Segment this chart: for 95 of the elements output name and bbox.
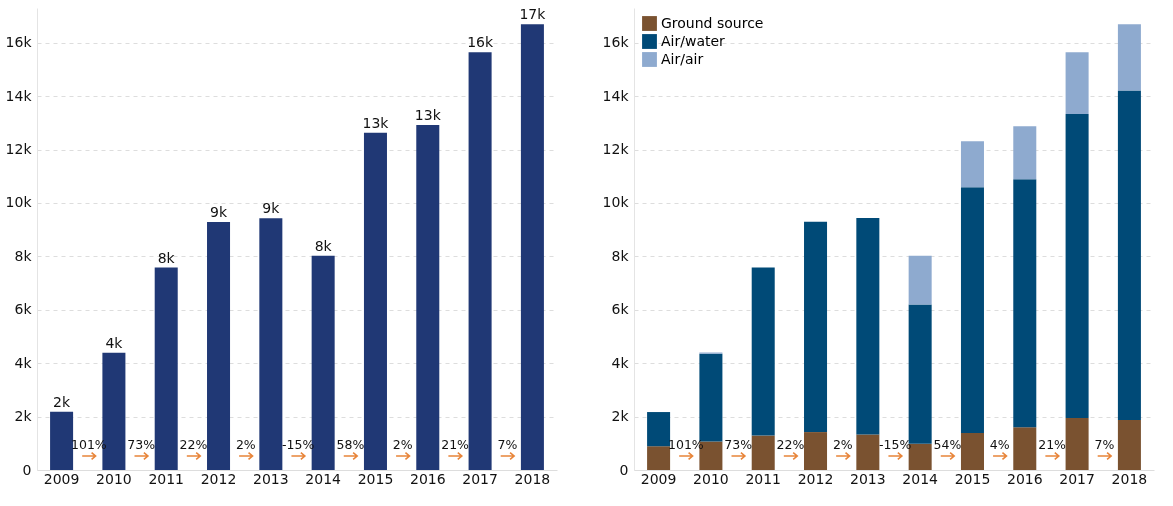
x-tick-label: 2014 bbox=[902, 470, 939, 487]
y-tick-label: 4k bbox=[14, 354, 33, 371]
y-tick-label: 0 bbox=[619, 461, 629, 478]
annotation: 73% bbox=[127, 437, 156, 452]
data-label: 9k bbox=[210, 203, 228, 220]
data-label: 2k bbox=[53, 393, 71, 410]
bar bbox=[468, 52, 492, 470]
bar bbox=[1117, 24, 1141, 91]
legend-label: Air/water bbox=[661, 32, 726, 49]
x-tick-label: 2017 bbox=[462, 470, 498, 487]
annotation: 58% bbox=[336, 437, 365, 452]
x-tick-label: 2018 bbox=[514, 470, 551, 487]
bar bbox=[416, 124, 440, 470]
data-label: 13k bbox=[362, 114, 390, 131]
x-tick-label: 2012 bbox=[200, 470, 237, 487]
bar bbox=[804, 432, 828, 470]
y-tick-label: 12k bbox=[5, 141, 33, 158]
bar bbox=[520, 24, 544, 470]
bar bbox=[1065, 114, 1089, 418]
bar bbox=[908, 255, 932, 305]
y-tick-label: 6k bbox=[611, 301, 630, 318]
y-tick-label: 14k bbox=[602, 87, 630, 104]
bar bbox=[856, 217, 880, 435]
bar bbox=[1065, 52, 1089, 115]
y-tick-label: 16k bbox=[5, 34, 33, 51]
annotation: 73% bbox=[724, 437, 753, 452]
y-tick-label: 0 bbox=[22, 461, 32, 478]
x-tick-label: 2015 bbox=[357, 470, 394, 487]
data-label: 16k bbox=[467, 34, 494, 51]
annotation: 21% bbox=[1038, 437, 1067, 452]
bar bbox=[960, 141, 984, 188]
x-tick-label: 2010 bbox=[96, 470, 132, 487]
bar bbox=[1013, 126, 1037, 180]
data-label: 13k bbox=[414, 106, 442, 123]
annotation: 22% bbox=[776, 437, 805, 452]
bar bbox=[259, 218, 283, 470]
x-tick-label: 2009 bbox=[43, 470, 80, 487]
legend-label: Air/air bbox=[661, 50, 704, 67]
x-tick-label: 2018 bbox=[1111, 470, 1148, 487]
x-tick-label: 2016 bbox=[409, 470, 446, 487]
y-tick-label: 8k bbox=[611, 247, 630, 264]
annotation: 2% bbox=[235, 437, 256, 452]
y-tick-label: 14k bbox=[5, 87, 33, 104]
x-tick-label: 2013 bbox=[253, 470, 289, 487]
y-tick-label: 16k bbox=[602, 34, 630, 51]
y-tick-label: 2k bbox=[611, 408, 630, 425]
y-tick-label: 4k bbox=[611, 354, 630, 371]
annotation: 21% bbox=[441, 437, 470, 452]
bar bbox=[856, 434, 880, 470]
y-tick-label: 6k bbox=[14, 301, 33, 318]
x-tick-label: 2011 bbox=[148, 470, 185, 487]
bar bbox=[154, 267, 178, 470]
bar bbox=[1013, 179, 1037, 428]
annotation: 54% bbox=[933, 437, 962, 452]
legend-label: Ground source bbox=[661, 14, 764, 31]
x-tick-label: 2012 bbox=[797, 470, 834, 487]
y-tick-label: 10k bbox=[5, 194, 33, 211]
annotation: 2% bbox=[392, 437, 413, 452]
annotation: 22% bbox=[179, 437, 208, 452]
x-tick-label: 2011 bbox=[745, 470, 782, 487]
x-tick-label: 2013 bbox=[850, 470, 886, 487]
bar bbox=[207, 221, 231, 470]
y-tick-label: 12k bbox=[602, 141, 630, 158]
data-label: 17k bbox=[519, 6, 547, 23]
x-tick-label: 2015 bbox=[954, 470, 991, 487]
x-tick-label: 2017 bbox=[1059, 470, 1095, 487]
y-tick-label: 2k bbox=[14, 408, 33, 425]
bar bbox=[804, 221, 828, 433]
annotation: 2% bbox=[832, 437, 853, 452]
bar bbox=[960, 187, 984, 433]
data-label: 9k bbox=[262, 200, 281, 217]
bar bbox=[647, 446, 671, 470]
bar bbox=[1117, 420, 1141, 470]
bar bbox=[647, 412, 671, 447]
bar bbox=[751, 435, 775, 470]
y-tick-label: 10k bbox=[602, 194, 630, 211]
bar bbox=[699, 353, 723, 442]
bar bbox=[960, 432, 984, 470]
data-label: 8k bbox=[314, 237, 333, 254]
annotation: 4% bbox=[989, 437, 1010, 452]
y-tick-label: 8k bbox=[14, 247, 33, 264]
x-tick-label: 2014 bbox=[305, 470, 342, 487]
bar bbox=[1013, 427, 1037, 470]
data-label: 4k bbox=[105, 334, 124, 351]
annotation: 7% bbox=[1094, 437, 1115, 452]
bar bbox=[363, 132, 387, 470]
x-tick-label: 2010 bbox=[693, 470, 729, 487]
bar bbox=[50, 411, 74, 470]
x-tick-label: 2016 bbox=[1006, 470, 1043, 487]
x-tick-label: 2009 bbox=[640, 470, 677, 487]
bar bbox=[1065, 417, 1089, 470]
bar bbox=[1117, 90, 1141, 421]
annotation: 7% bbox=[497, 437, 518, 452]
bar bbox=[751, 267, 775, 436]
data-label: 8k bbox=[157, 249, 176, 266]
